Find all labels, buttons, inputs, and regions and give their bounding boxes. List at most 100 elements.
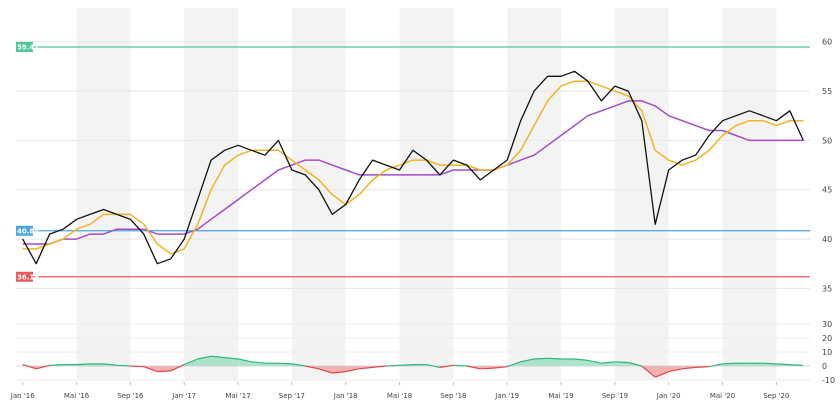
x-tick-label: Sep '16 [117,392,144,400]
oscillator-segment [708,363,723,368]
level-badge-high [16,41,33,52]
x-tick-label: Jan '20 [656,392,681,400]
series-ma-200 [22,100,804,245]
level-badge-label-high: 59.47 [17,43,39,51]
oscillator-segment [278,362,292,365]
oscillator-segment [372,365,387,368]
oscillator-segment [49,364,64,366]
oscillator-segment [722,362,737,365]
shaded-band [76,8,131,380]
shaded-band [507,8,562,380]
shaded-band [614,8,669,380]
oscillator-segment [291,363,306,367]
oscillator-segment [170,364,185,372]
x-tick-label: Jan '17 [171,392,196,400]
oscillator-segment [789,364,804,366]
x-tick-label: Sep '18 [440,392,466,400]
x-tick-label: Sep '17 [279,392,305,400]
x-tick-label: Mai '16 [64,392,90,400]
oscillator-segment [332,371,346,374]
oscillator-segment [762,362,777,365]
oscillator-segment [251,361,266,364]
x-tick-label: Sep '20 [763,392,789,400]
osc-tick-label: 30 [822,320,832,329]
y-tick-label: 40 [822,235,832,244]
oscillator-segment [641,365,656,378]
oscillator-segment [157,370,171,373]
series-lines [22,70,804,265]
x-tick-label: Mai '20 [710,392,735,400]
level-badge-label-low: 36.18 [17,273,39,281]
x-tick-label: Mai '18 [387,392,412,400]
oscillator-segment [520,358,535,363]
x-axis-ticks: Jan '16 Mai '16 Sep '16 Jan '17 Mai '17 Sep '… [10,382,789,400]
oscillator-segment [359,366,373,370]
series-ma-38 [22,80,804,255]
oscillator-segment [399,364,414,366]
oscillator-segment [776,363,790,366]
oscillator-segment [143,366,158,373]
oscillator-segment [197,355,212,360]
oscillator-segment [682,366,696,370]
shaded-band [722,8,777,380]
oscillator-segment [614,361,629,364]
y-tick-label: 60 [822,38,832,47]
shaded-band [184,8,239,380]
oscillator-segment [439,364,454,368]
osc-tick-label: 0 [822,362,827,371]
oscillator-segment [103,363,117,366]
x-tick-label: Mai '19 [548,392,573,400]
y-tick-label: 50 [822,136,832,145]
oscillator-segment [695,366,710,368]
oscillator-segment [628,361,642,367]
oscillator-segment [116,364,131,367]
osc-tick-label: 10 [822,348,832,357]
oscillator-segment [345,368,360,373]
level-badge-label-mid: 40.84 [17,227,39,235]
y-tick-label: 55 [822,87,832,96]
oscillator-segment [480,367,494,370]
oscillator-segment [655,371,669,378]
x-tick-label: Jan '19 [494,392,519,400]
x-tick-label: Jan '16 [10,392,35,400]
oscillator-segment [318,368,333,374]
series-price [22,70,804,265]
oscillator-panel [16,355,810,378]
oscillator-segment [183,358,198,366]
oscillator-segment [76,363,91,366]
oscillator-segment [574,358,589,361]
oscillator-segment [547,357,562,360]
y-gridlines [16,41,810,381]
level-badge-mid [16,225,33,236]
x-tick-label: Sep '19 [602,392,628,400]
level-badges: 59.47 40.84 36.18 [16,41,39,282]
y-tick-label: 35 [822,284,832,293]
oscillator-segment [426,364,441,368]
oscillator-segment [211,355,225,359]
oscillator-segment [237,358,252,363]
oscillator-segment [668,368,683,373]
y-tick-label: 45 [822,186,832,195]
level-badge-low [16,271,33,282]
oscillator-segment [453,364,467,367]
alternating-month-bands [76,8,777,380]
oscillator-segment [601,361,615,364]
shaded-band [399,8,454,380]
osc-tick-label: 20 [822,334,832,343]
oscillator-segment [534,357,548,360]
x-tick-label: Mai '17 [225,392,250,400]
oscillator-segment [130,365,144,368]
oscillator-segment [466,365,481,370]
oscillator-positive-area [22,356,804,366]
oscillator-segment [506,361,521,368]
oscillator-segment [386,364,400,367]
oscillator-segment [305,365,319,370]
y-axis-ticks: 35 40 45 50 55 60 -10 0 10 20 30 [822,38,835,385]
oscillator-segment [587,359,602,364]
shaded-band [291,8,346,380]
oscillator-segment [224,357,239,360]
osc-tick-label: -10 [822,376,835,385]
x-tick-label: Jan '18 [333,392,358,400]
oscillator-segment [36,364,50,370]
